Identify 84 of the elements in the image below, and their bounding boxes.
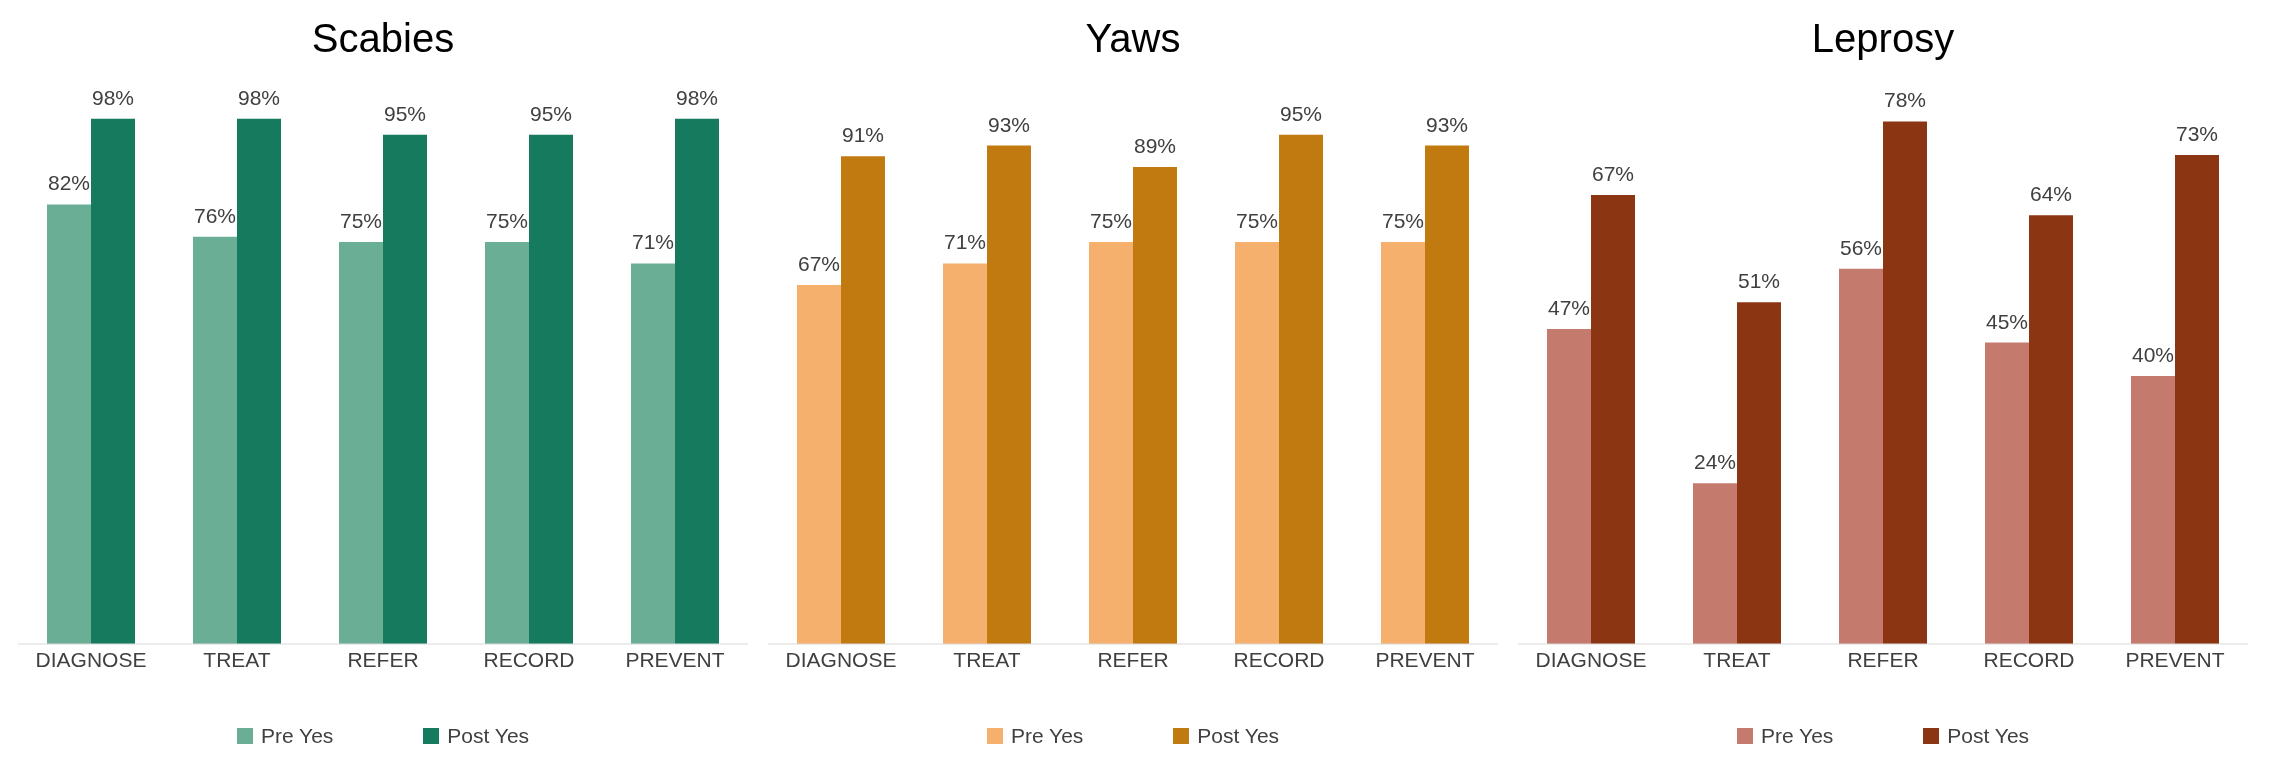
x-tick-label: PREVENT — [2125, 647, 2225, 671]
bar — [797, 284, 841, 644]
legend-label: Post Yes — [1946, 724, 2030, 748]
bar — [47, 204, 91, 644]
x-tick-label: REFER — [1847, 647, 1919, 671]
bar — [1693, 483, 1737, 644]
data-label: 93% — [987, 112, 1031, 136]
bar — [631, 263, 675, 644]
x-tick-label: TREAT — [953, 647, 1021, 671]
legend-label: Post Yes — [446, 724, 530, 748]
x-tick-label: DIAGNOSE — [1535, 647, 1647, 671]
data-label: 71% — [943, 230, 987, 254]
data-label: 67% — [797, 251, 841, 275]
bar — [1839, 268, 1883, 644]
bar — [841, 156, 885, 644]
data-label: 40% — [2131, 343, 2175, 366]
legend-label: Pre Yes — [1759, 724, 1834, 748]
data-label: 47% — [1547, 296, 1591, 320]
bar — [2131, 376, 2175, 644]
data-label: 75% — [1381, 209, 1425, 232]
data-label: 95% — [1279, 101, 1323, 125]
x-tick-label: DIAGNOSE — [35, 647, 147, 671]
legend-label: Post Yes — [1196, 724, 1280, 748]
x-tick-label: RECORD — [1233, 647, 1325, 671]
bar — [1381, 242, 1425, 644]
data-label: 67% — [1591, 162, 1635, 186]
legend-label: Pre Yes — [1009, 724, 1084, 748]
bar — [529, 134, 573, 644]
x-tick-label: RECORD — [1983, 647, 2075, 671]
data-label: 73% — [2175, 121, 2219, 145]
chart-title: Leprosy — [1810, 15, 1956, 62]
x-tick-label: REFER — [1097, 647, 1169, 671]
x-tick-label: REFER — [347, 647, 419, 671]
bar — [1089, 242, 1133, 644]
data-label: 98% — [91, 85, 135, 109]
bar — [1547, 329, 1591, 644]
bar — [675, 118, 719, 644]
data-label: 71% — [631, 230, 675, 254]
bar — [237, 118, 281, 644]
chart-title: Yaws — [1084, 15, 1182, 62]
x-tick-label: TREAT — [1703, 647, 1771, 671]
data-label: 78% — [1883, 88, 1927, 112]
legend-label: Pre Yes — [259, 724, 334, 748]
bar — [485, 242, 529, 644]
data-label: 64% — [2029, 182, 2073, 206]
bar — [193, 236, 237, 644]
data-label: 98% — [675, 85, 719, 109]
bar — [1737, 302, 1781, 644]
data-label: 91% — [841, 123, 885, 147]
chart-title: Scabies — [310, 15, 456, 62]
bar — [339, 242, 383, 644]
data-label: 89% — [1133, 133, 1177, 157]
bar — [1133, 166, 1177, 644]
data-label: 93% — [1425, 112, 1469, 136]
data-label: 76% — [193, 203, 237, 227]
data-label: 75% — [1089, 209, 1133, 232]
data-label: 75% — [485, 209, 529, 232]
bar — [383, 134, 427, 644]
bar — [1985, 342, 2029, 644]
bar — [1235, 242, 1279, 644]
data-label: 56% — [1839, 235, 1883, 259]
bar — [1591, 195, 1635, 644]
data-label: 24% — [1693, 450, 1737, 474]
data-label: 51% — [1737, 269, 1781, 293]
bar — [1279, 134, 1323, 644]
data-label: 82% — [47, 171, 91, 195]
bar — [987, 145, 1031, 644]
data-label: 75% — [1235, 209, 1279, 232]
data-label: 95% — [383, 101, 427, 125]
bar — [1425, 145, 1469, 644]
data-label: 98% — [237, 85, 281, 109]
x-tick-label: DIAGNOSE — [785, 647, 897, 671]
x-tick-label: PREVENT — [1375, 647, 1475, 671]
bar — [1883, 121, 1927, 644]
data-label: 45% — [1985, 309, 2029, 333]
bar — [943, 263, 987, 644]
x-tick-label: PREVENT — [625, 647, 725, 671]
bar — [2175, 154, 2219, 644]
bar — [91, 118, 135, 644]
data-label: 95% — [529, 101, 573, 125]
data-label: 75% — [339, 209, 383, 232]
bar — [2029, 215, 2073, 644]
x-tick-label: RECORD — [483, 647, 575, 671]
x-tick-label: TREAT — [203, 647, 271, 671]
